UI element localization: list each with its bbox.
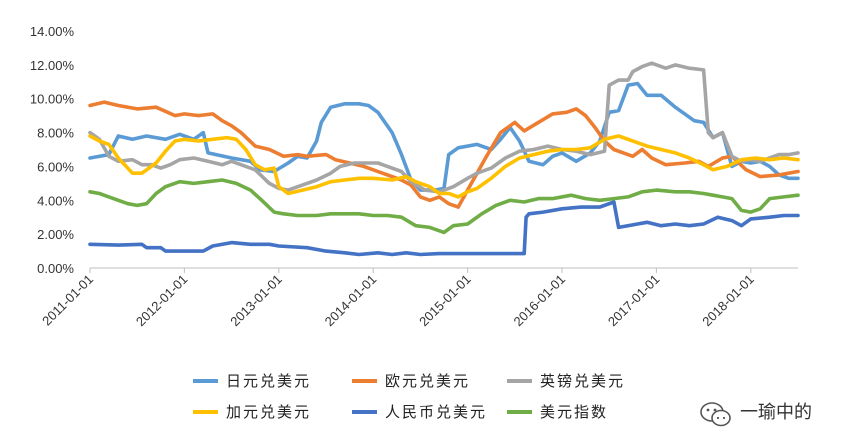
x-tick-label: 2018-01-01	[699, 272, 757, 330]
wechat-icon	[700, 402, 731, 427]
x-tick-label: 2015-01-01	[416, 272, 474, 330]
y-tick-label: 0.00%	[37, 261, 74, 276]
x-tick-label: 2013-01-01	[227, 272, 285, 330]
watermark: 一瑜中的	[700, 402, 812, 427]
y-tick-label: 8.00%	[37, 126, 74, 141]
series-line-5	[88, 178, 800, 235]
legend-label-4: 人民币兑美元	[385, 403, 487, 421]
legend-label-0: 日元兑美元	[226, 372, 311, 390]
x-tick-label: 2016-01-01	[510, 272, 568, 330]
series-line-4	[88, 200, 800, 257]
watermark-text: 一瑜中的	[740, 402, 812, 423]
y-tick-label: 6.00%	[37, 159, 74, 174]
y-tick-label: 12.00%	[30, 58, 75, 73]
x-tick-label: 2011-01-01	[39, 272, 96, 329]
legend-label-3: 加元兑美元	[226, 403, 311, 421]
y-tick-label: 14.00%	[30, 24, 75, 39]
y-tick-label: 4.00%	[37, 193, 74, 208]
series-line-2	[88, 61, 800, 194]
series-line-3	[88, 134, 800, 199]
series-line-1	[88, 100, 800, 209]
y-tick-label: 10.00%	[30, 92, 75, 107]
series-line-0	[88, 81, 800, 192]
legend-label-2: 英镑兑美元	[540, 372, 625, 390]
x-tick-label: 2012-01-01	[133, 272, 191, 330]
legend-label-5: 美元指数	[540, 403, 608, 421]
legend-label-1: 欧元兑美元	[385, 372, 470, 390]
chart-series	[88, 61, 800, 257]
x-tick-label: 2017-01-01	[605, 272, 663, 330]
x-tick-label: 2014-01-01	[322, 272, 380, 330]
chart-axes: 0.00% 2.00% 4.00% 6.00% 8.00% 10.00% 12.00% 14.…	[30, 24, 798, 329]
y-tick-label: 2.00%	[37, 227, 74, 242]
